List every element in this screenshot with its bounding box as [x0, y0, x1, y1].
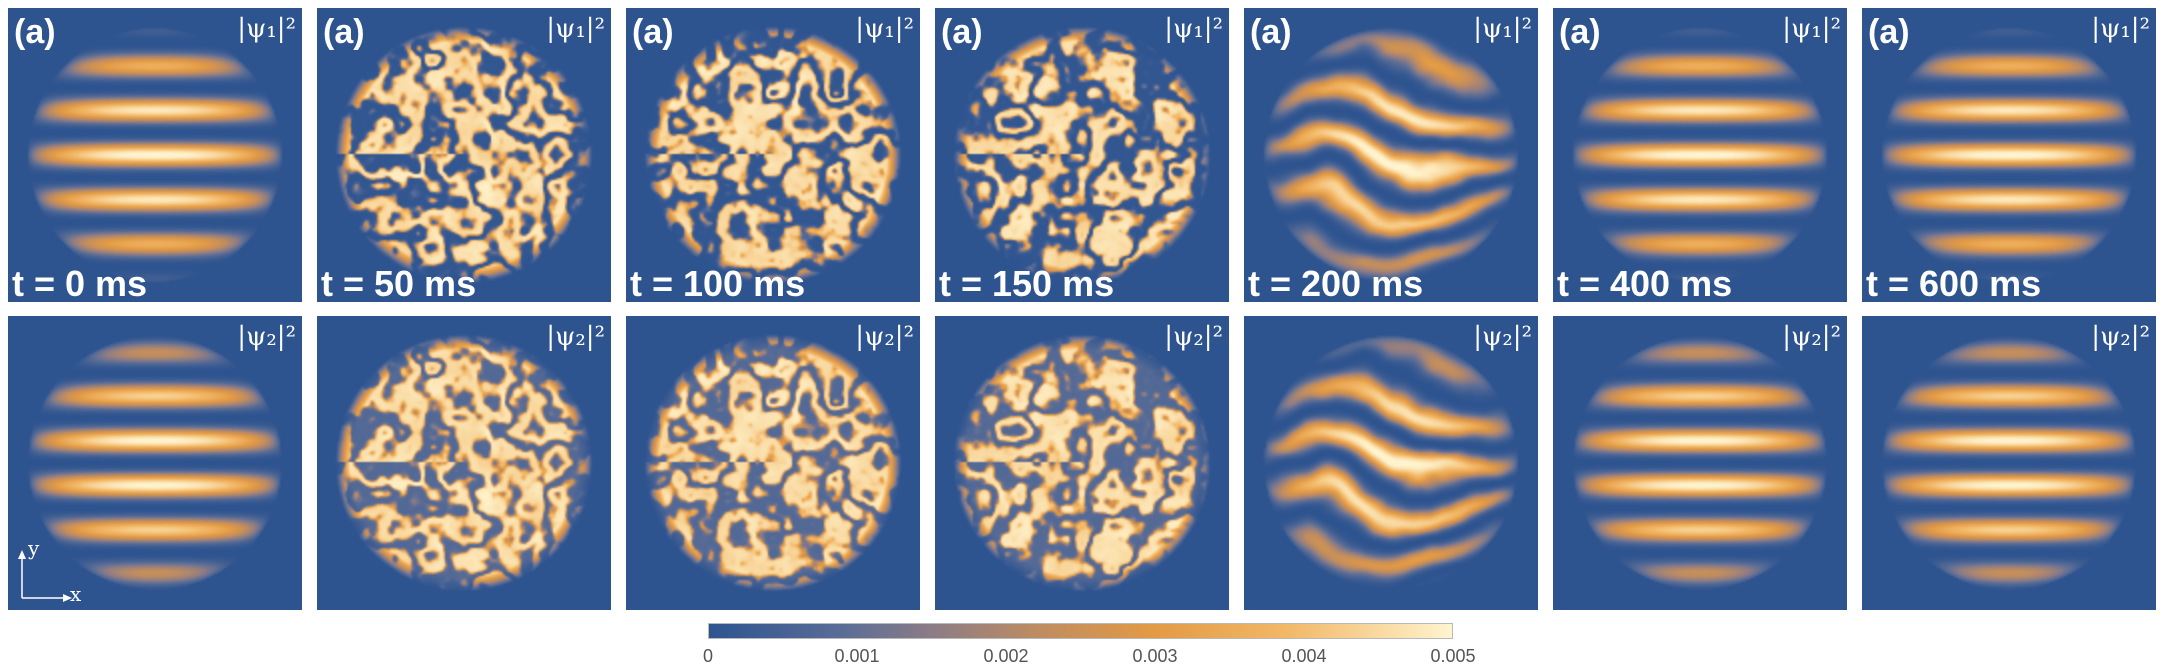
- time-label: t = 150 ms: [939, 263, 1115, 302]
- density-panel: |ψ₁|² (a) t = 100 ms: [626, 8, 920, 302]
- time-label: t = 100 ms: [630, 263, 806, 302]
- density-panel: |ψ₁|² (a) t = 50 ms: [317, 8, 611, 302]
- colorbar-tick-label: 0.001: [834, 646, 880, 666]
- time-label: t = 200 ms: [1248, 263, 1424, 302]
- field-label: |ψ₁|²: [237, 14, 296, 44]
- density-panel: |ψ₂|² y x: [8, 316, 302, 610]
- density-panel-grid: |ψ₁|² (a) t = 0 ms |ψ₁|² (a) t = 50 ms |ψ₁|² (a…: [8, 8, 2156, 610]
- field-label: |ψ₂|²: [1782, 322, 1841, 352]
- density-panel: |ψ₁|² (a) t = 600 ms: [1862, 8, 2156, 302]
- density-image: [1553, 316, 1847, 610]
- density-image: [317, 316, 611, 610]
- density-image: [317, 8, 611, 302]
- density-image: [8, 316, 302, 610]
- density-image: [8, 8, 302, 302]
- field-label: |ψ₂|²: [1164, 322, 1223, 352]
- field-label: |ψ₁|²: [2091, 14, 2150, 44]
- density-panel: |ψ₂|²: [1244, 316, 1538, 610]
- density-image: [626, 316, 920, 610]
- density-panel: |ψ₂|²: [317, 316, 611, 610]
- colorbar: [708, 623, 1453, 639]
- density-panel: |ψ₁|² (a) t = 0 ms: [8, 8, 302, 302]
- density-panel: |ψ₂|²: [1553, 316, 1847, 610]
- density-panel: |ψ₁|² (a) t = 400 ms: [1553, 8, 1847, 302]
- density-image: [1244, 8, 1538, 302]
- field-label: |ψ₁|²: [855, 14, 914, 44]
- panel-letter: (a): [1250, 13, 1292, 51]
- panel-letter: (a): [323, 13, 365, 51]
- panel-letter: (a): [941, 13, 983, 51]
- density-image: [935, 8, 1229, 302]
- colorbar-tick-label: 0.003: [1132, 646, 1178, 666]
- density-image: [1862, 316, 2156, 610]
- colorbar-tick-label: 0: [702, 646, 714, 666]
- time-label: t = 600 ms: [1866, 263, 2042, 302]
- field-label: |ψ₁|²: [546, 14, 605, 44]
- density-image: [1862, 8, 2156, 302]
- field-label: |ψ₂|²: [237, 322, 296, 352]
- field-label: |ψ₁|²: [1473, 14, 1532, 44]
- panel-letter: (a): [1559, 13, 1601, 51]
- field-label: |ψ₂|²: [2091, 322, 2150, 352]
- density-image: [626, 8, 920, 302]
- density-panel: |ψ₂|²: [626, 316, 920, 610]
- field-label: |ψ₂|²: [1473, 322, 1532, 352]
- field-label: |ψ₁|²: [1782, 14, 1841, 44]
- density-image: [1553, 8, 1847, 302]
- time-label: t = 400 ms: [1557, 263, 1733, 302]
- panel-letter: (a): [1868, 13, 1910, 51]
- density-image: [935, 316, 1229, 610]
- time-label: t = 0 ms: [12, 263, 148, 302]
- colorbar-tick-label: 0.004: [1281, 646, 1327, 666]
- colorbar-tick-label: 0.005: [1430, 646, 1476, 666]
- field-label: |ψ₂|²: [546, 322, 605, 352]
- density-panel: |ψ₂|²: [1862, 316, 2156, 610]
- panel-letter: (a): [14, 13, 56, 51]
- time-label: t = 50 ms: [321, 263, 477, 302]
- field-label: |ψ₁|²: [1164, 14, 1223, 44]
- density-image: [1244, 316, 1538, 610]
- panel-letter: (a): [632, 13, 674, 51]
- x-axis-label: x: [70, 582, 82, 606]
- axis-arrows: [18, 550, 72, 602]
- density-panel: |ψ₁|² (a) t = 150 ms: [935, 8, 1229, 302]
- density-panel: |ψ₂|²: [935, 316, 1229, 610]
- field-label: |ψ₂|²: [855, 322, 914, 352]
- density-panel: |ψ₁|² (a) t = 200 ms: [1244, 8, 1538, 302]
- y-axis-label: y: [28, 536, 40, 560]
- colorbar-tick-label: 0.002: [983, 646, 1029, 666]
